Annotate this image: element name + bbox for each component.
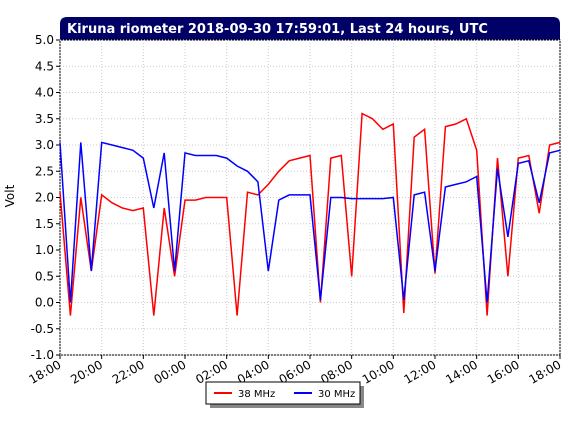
y-tick-label: 0.5 bbox=[35, 269, 54, 283]
x-tick-label: 16:00 bbox=[485, 357, 522, 386]
x-tick-label: 12:00 bbox=[402, 357, 439, 386]
legend-label: 30 MHz bbox=[318, 389, 355, 400]
chart-title: Kiruna riometer 2018-09-30 17:59:01, Las… bbox=[67, 22, 488, 37]
y-tick-label: 3.5 bbox=[35, 112, 54, 126]
legend-items: 38 MHz 30 MHz bbox=[214, 389, 355, 400]
y-tick-label: -0.5 bbox=[31, 322, 54, 336]
x-tick-label: 22:00 bbox=[110, 357, 147, 386]
x-tick-label: 20:00 bbox=[68, 357, 105, 386]
y-tick-label: 2.0 bbox=[35, 191, 54, 205]
y-tick-label: 2.5 bbox=[35, 164, 54, 178]
y-tick-label: -1.0 bbox=[31, 348, 54, 362]
y-axis-label: Volt bbox=[3, 184, 17, 207]
title-bar bbox=[60, 17, 560, 40]
x-tick-label: 14:00 bbox=[443, 357, 480, 386]
x-tick-label: 10:00 bbox=[360, 357, 397, 386]
x-tick-label: 00:00 bbox=[152, 357, 189, 386]
y-tick-label: 5.0 bbox=[35, 33, 54, 47]
y-tick-label: 0.0 bbox=[35, 296, 54, 310]
legend bbox=[205, 381, 361, 405]
legend-label: 38 MHz bbox=[238, 389, 275, 400]
y-tick-label: 1.5 bbox=[35, 217, 54, 231]
series-line bbox=[59, 112, 561, 316]
series-line bbox=[59, 141, 561, 303]
y-tick-label: 4.0 bbox=[35, 86, 54, 100]
y-tick-label: 4.5 bbox=[35, 59, 54, 73]
y-tick-label: 1.0 bbox=[35, 243, 54, 257]
x-tick-label: 18:00 bbox=[527, 357, 564, 386]
lines bbox=[59, 112, 561, 316]
y-tick-label: 3.0 bbox=[35, 138, 54, 152]
